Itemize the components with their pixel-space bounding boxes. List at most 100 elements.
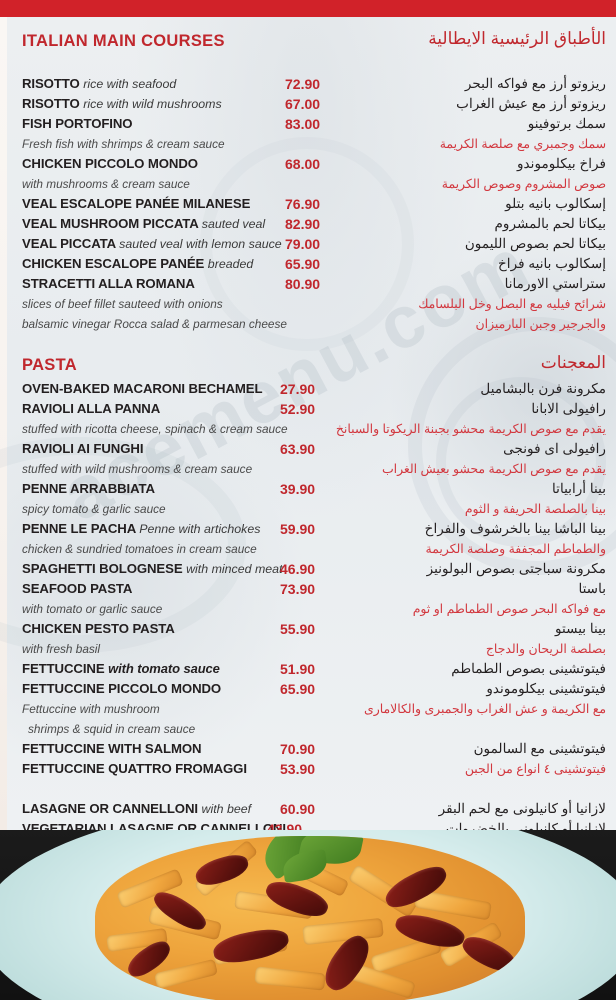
item-price: 65.90 xyxy=(280,681,316,697)
item-name-arabic: رافيولى اى فونجى xyxy=(503,441,606,456)
menu-content: ITALIAN MAIN COURSES الأطباق الرئيسية ال… xyxy=(0,17,616,830)
item-price: 72.90 xyxy=(285,76,321,92)
menu-item-row: FISH PORTOFINO 83.00 xyxy=(22,114,362,134)
menu-item-row: SEAFOOD PASTA 73.90 xyxy=(22,579,362,599)
item-name-arabic: مكرونة سباجتى بصوص البولونيز xyxy=(426,561,606,576)
item-description-arabic: شرائح فيليه مع البصل وخل البلسامك xyxy=(418,297,606,311)
item-name-arabic: فيتوتشينى بيكلوموندو xyxy=(486,681,606,696)
menu-item-description-row: slices of beef fillet sauteed with onion… xyxy=(22,294,362,314)
item-name-arabic: ستراستي الاورمانا xyxy=(504,276,606,291)
item-name-arabic: إسكالوب بانيه بتلو xyxy=(505,196,606,211)
item-subtitle: sauted veal with lemon sauce xyxy=(119,237,282,251)
spacer-row-arabic xyxy=(306,779,606,799)
item-name: CHICKEN ESCALOPE PANÉE breaded xyxy=(22,256,254,271)
item-name: SPAGHETTI BOLOGNESE with minced meat xyxy=(22,561,283,576)
menu-item-row: VEAL MUSHROOM PICCATA sauted veal 82.90 xyxy=(22,214,362,234)
item-description: slices of beef fillet sauteed with onion… xyxy=(22,297,223,311)
item-price: 65.90 xyxy=(285,256,321,272)
menu-item-row: FETTUCCINE WITH SALMON 70.90 xyxy=(22,739,362,759)
item-price: 60.90 xyxy=(280,801,316,817)
item-description: with fresh basil xyxy=(22,642,101,656)
section-title-pasta-arabic: المعجنات xyxy=(540,353,606,372)
menu-item-row: SPAGHETTI BOLOGNESE with minced meat 46.… xyxy=(22,559,362,579)
item-price: 68.00 xyxy=(285,156,321,172)
item-name: RAVIOLI AI FUNGHI xyxy=(22,441,144,456)
section-title-italian-main-courses: ITALIAN MAIN COURSES xyxy=(22,32,225,50)
item-name: FETTUCCINE with tomato sauce xyxy=(22,661,220,676)
item-name-arabic: ريزوتو أرز مع عيش الغراب xyxy=(456,96,606,111)
menu-item-description-row: Fettuccine with mushroom xyxy=(22,699,362,719)
menu-item-row: OVEN-BAKED MACARONI BECHAMEL 27.90 xyxy=(22,379,362,399)
item-name: FISH PORTOFINO xyxy=(22,116,133,131)
section-title-italian-main-courses-arabic: الأطباق الرئيسية الايطالية xyxy=(428,29,606,48)
item-name: LASAGNE OR CANNELLONI with beef xyxy=(22,801,252,816)
item-price: 63.90 xyxy=(280,441,316,457)
item-name: PENNE ARRABBIATA xyxy=(22,481,155,496)
item-description-arabic: فيتوتشينى ٤ انواع من الجبن xyxy=(464,762,606,776)
item-subtitle: rice with wild mushrooms xyxy=(83,97,222,111)
item-price: 70.90 xyxy=(280,741,316,757)
item-name-arabic: بينا الباشا بينا بالخرشوف والفراخ xyxy=(424,521,606,536)
menu-item-description-row: with tomato or garlic sauce xyxy=(22,599,362,619)
section-title-pasta: PASTA xyxy=(22,356,77,374)
menu-item-row: VEAL PICCATA sauted veal with lemon sauc… xyxy=(22,234,362,254)
item-name: VEGETARIAN LASAGNE OR CANNELLONI xyxy=(22,821,286,830)
pasta-items-ar: مكرونة فرن بالبشاميل رافيولى الابانا يقد… xyxy=(306,379,606,830)
item-description-arabic: يقدم مع صوص الكريمة محشو بعيش الغراب xyxy=(381,462,606,476)
item-name-arabic: رافيولى الابانا xyxy=(531,401,606,416)
menu-item-row: FETTUCCINE QUATTRO FROMAGGI 53.90 xyxy=(22,759,362,779)
menu-item-row: RAVIOLI ALLA PANNA 52.90 xyxy=(22,399,362,419)
item-price: 39.90 xyxy=(280,481,316,497)
item-name-arabic: باستا xyxy=(578,581,606,596)
item-description-arabic: مع الكريمة و عش الغراب والجمبرى والكالام… xyxy=(364,702,606,716)
item-price: 80.90 xyxy=(285,276,321,292)
menu-item-description-row: balsamic vinegar Rocca salad & parmesan … xyxy=(22,314,362,334)
item-subtitle: with minced meat xyxy=(186,562,283,576)
item-name: SEAFOOD PASTA xyxy=(22,581,133,596)
item-name: VEAL ESCALOPE PANÉE MILANESE xyxy=(22,196,251,211)
item-description: balsamic vinegar Rocca salad & parmesan … xyxy=(22,317,287,331)
left-margin-strip xyxy=(0,17,7,830)
item-subtitle: Penne with artichokes xyxy=(139,522,261,536)
item-name: FETTUCCINE QUATTRO FROMAGGI xyxy=(22,761,247,776)
menu-item-row: VEGETARIAN LASAGNE OR CANNELLONI 43.90 xyxy=(22,819,362,830)
item-name: STRACETTI ALLA ROMANA xyxy=(22,276,195,291)
menu-item-description-row: spicy tomato & garlic sauce xyxy=(22,499,362,519)
item-description: Fettuccine with mushroom xyxy=(22,702,160,716)
main-courses-items-en: RISOTTO rice with seafood 72.90 RISOTTO … xyxy=(22,74,362,334)
item-name-arabic: فيتوتشينى مع السالمون xyxy=(473,741,606,756)
top-red-bar xyxy=(0,0,616,17)
item-subtitle: rice with seafood xyxy=(83,77,177,91)
item-price: 79.00 xyxy=(285,236,321,252)
spacer-row-arabic xyxy=(306,719,606,739)
menu-item-row: FETTUCCINE with tomato sauce 51.90 xyxy=(22,659,362,679)
item-price: 46.90 xyxy=(280,561,316,577)
menu-item-row: CHICKEN PESTO PASTA 55.90 xyxy=(22,619,362,639)
item-price: 27.90 xyxy=(280,381,316,397)
item-name-arabic: سمك برتوفينو xyxy=(527,116,606,131)
menu-body: acemenu.com ITALIAN MAIN COURSES الأطباق… xyxy=(0,17,616,830)
item-name: RISOTTO rice with wild mushrooms xyxy=(22,96,222,111)
menu-item-row: CHICKEN ESCALOPE PANÉE breaded 65.90 xyxy=(22,254,362,274)
item-price: 82.90 xyxy=(285,216,321,232)
menu-item-row: LASAGNE OR CANNELLONI with beef 60.90 xyxy=(22,799,362,819)
item-name: RISOTTO rice with seafood xyxy=(22,76,177,91)
item-name: RAVIOLI ALLA PANNA xyxy=(22,401,161,416)
item-name: FETTUCCINE WITH SALMON xyxy=(22,741,202,756)
item-description-arabic: بينا بالصلصة الحريفة و الثوم xyxy=(464,502,606,516)
item-name: FETTUCCINE PICCOLO MONDO xyxy=(22,681,222,696)
item-description-arabic: سمك وجمبري مع صلصة الكريمة xyxy=(439,137,606,151)
main-courses-items-ar: ريزوتو أرز مع فواكه البحر ريزوتو أرز مع … xyxy=(306,74,606,334)
item-name: CHICKEN PESTO PASTA xyxy=(22,621,175,636)
item-description: spicy tomato & garlic sauce xyxy=(22,502,166,516)
item-name: OVEN-BAKED MACARONI BECHAMEL xyxy=(22,381,263,396)
item-description: stuffed with ricotta cheese, spinach & c… xyxy=(22,422,288,436)
menu-item-row: VEAL ESCALOPE PANÉE MILANESE 76.90 xyxy=(22,194,362,214)
item-description: shrimps & squid in cream sauce xyxy=(28,722,196,736)
item-name-arabic: ريزوتو أرز مع فواكه البحر xyxy=(464,76,606,91)
item-name-arabic: فراخ بيكلوموندو xyxy=(516,156,606,171)
item-name: VEAL PICCATA sauted veal with lemon sauc… xyxy=(22,236,282,251)
menu-item-row: RISOTTO rice with seafood 72.90 xyxy=(22,74,362,94)
menu-item-row: CHICKEN PICCOLO MONDO 68.00 xyxy=(22,154,362,174)
